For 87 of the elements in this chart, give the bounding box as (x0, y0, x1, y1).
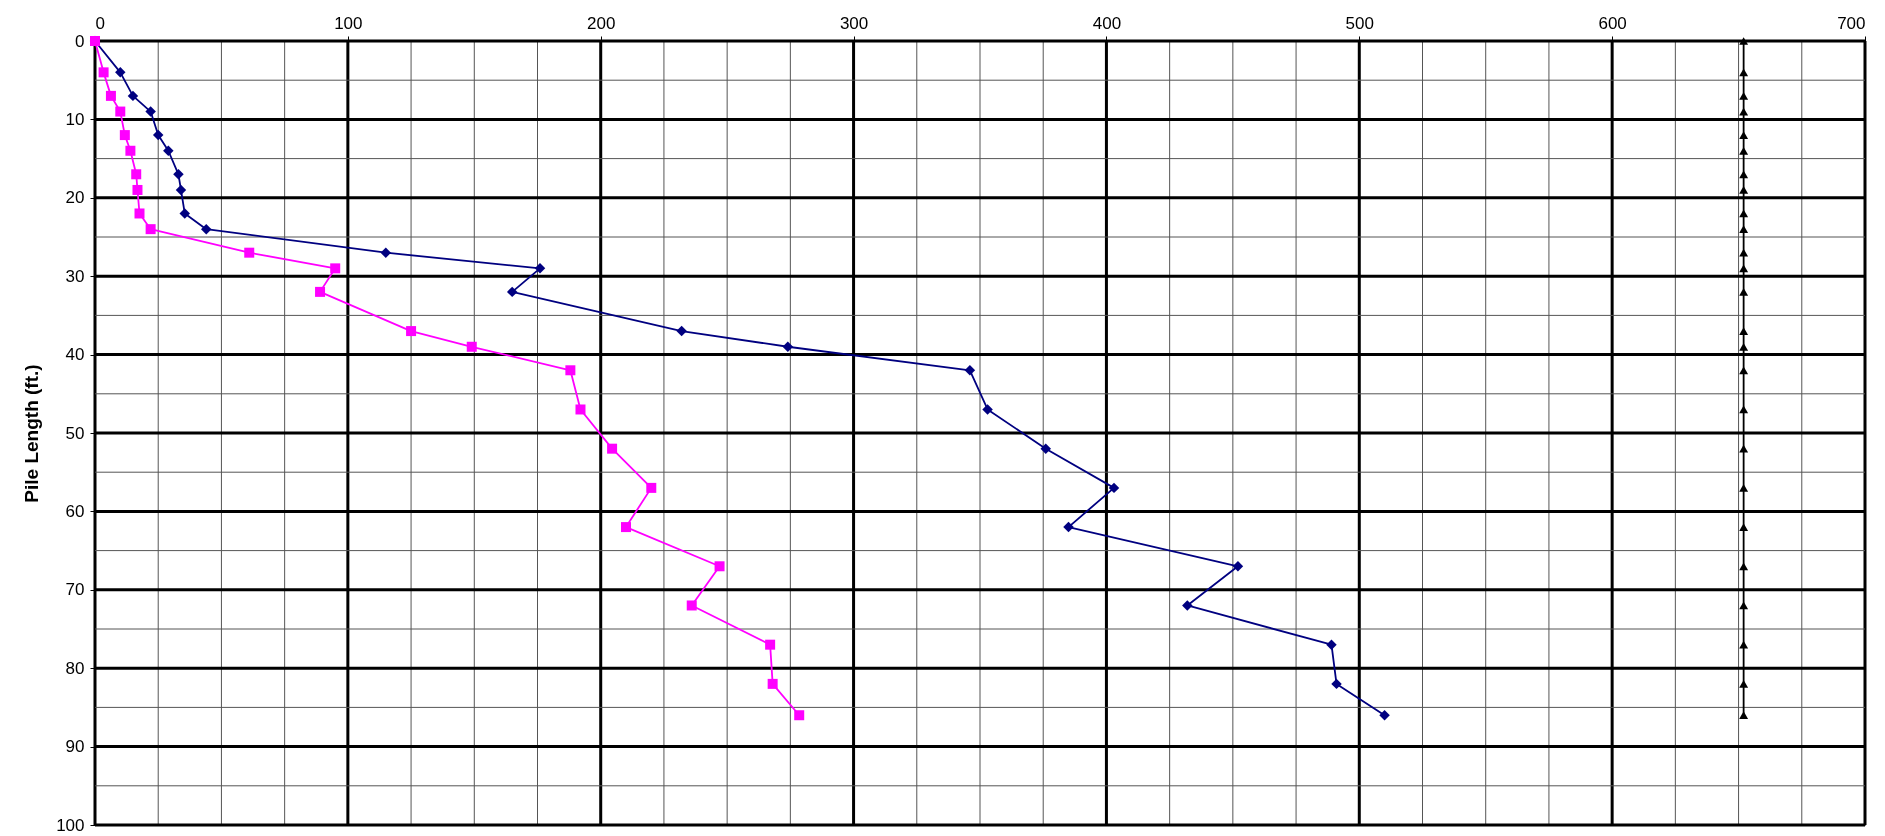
point (1379, 710, 1390, 721)
x-tick-label: 500 (1345, 13, 1374, 33)
point (1739, 170, 1749, 179)
point (782, 341, 794, 352)
x-tick-label: 600 (1598, 13, 1627, 33)
point (1040, 443, 1051, 454)
x-tick-label: 0 (95, 13, 105, 33)
point (1739, 680, 1749, 688)
y-tick-label: 10 (65, 109, 85, 129)
point (1739, 68, 1749, 77)
point (105, 90, 116, 101)
point (1232, 561, 1244, 572)
point (175, 184, 187, 196)
point (134, 208, 145, 219)
point (964, 365, 976, 376)
point (534, 263, 546, 274)
point (145, 224, 156, 235)
point (163, 145, 174, 156)
point (201, 223, 212, 235)
point (621, 522, 631, 533)
point (982, 404, 993, 415)
point (98, 67, 109, 78)
y-tick-label: 100 (56, 815, 85, 835)
point (1182, 600, 1193, 611)
y-tick-label: 0 (75, 31, 85, 51)
point (506, 286, 518, 298)
point (1739, 288, 1749, 296)
y-tick-label: 70 (65, 580, 85, 600)
point (131, 169, 142, 180)
y-tick-label: 60 (65, 501, 85, 521)
x-tick-label: 700 (1837, 13, 1866, 33)
point (1739, 562, 1749, 571)
y-tick-label: 30 (65, 266, 85, 286)
point (607, 443, 618, 454)
point (380, 247, 392, 258)
point (132, 184, 143, 195)
y-axis-title: Pile Length (ft.) (21, 364, 43, 503)
point (1739, 484, 1749, 492)
point (152, 129, 164, 141)
point (1739, 37, 1749, 45)
point (1108, 482, 1120, 494)
point (646, 482, 657, 493)
y-tick-label: 40 (65, 345, 85, 365)
point (315, 286, 326, 297)
point (1739, 640, 1749, 649)
point (686, 600, 697, 611)
y-tick-label: 90 (65, 737, 85, 757)
point (1739, 225, 1749, 234)
y-tick-label: 80 (65, 658, 85, 678)
point (1331, 678, 1342, 690)
point (676, 325, 687, 337)
point (1739, 131, 1749, 139)
point (406, 326, 417, 337)
point (1739, 264, 1749, 273)
point (466, 341, 477, 352)
point (173, 169, 184, 180)
point (767, 678, 778, 689)
point (115, 106, 126, 117)
point (1739, 92, 1749, 100)
point (244, 247, 255, 258)
y-tick-label: 50 (65, 423, 85, 443)
point (115, 67, 126, 78)
point (1739, 366, 1749, 375)
point (330, 263, 341, 274)
x-tick-label: 300 (839, 13, 869, 33)
point (765, 639, 776, 650)
x-tick-label: 400 (1092, 13, 1122, 33)
point (1326, 639, 1337, 650)
point (1063, 521, 1074, 533)
point (565, 365, 576, 376)
point (1739, 327, 1749, 335)
point (127, 90, 139, 102)
point (714, 561, 725, 572)
point (1739, 186, 1749, 194)
x-tick-label: 100 (334, 13, 363, 33)
point (179, 208, 191, 219)
point (1739, 523, 1749, 531)
point (145, 106, 156, 117)
point (1739, 444, 1749, 453)
point (1739, 711, 1749, 720)
x-tick-label: 200 (587, 13, 616, 33)
point (575, 404, 586, 415)
point (119, 130, 130, 141)
point (1739, 248, 1749, 257)
point (794, 710, 805, 721)
y-tick-label: 20 (65, 188, 85, 208)
point (125, 145, 136, 156)
